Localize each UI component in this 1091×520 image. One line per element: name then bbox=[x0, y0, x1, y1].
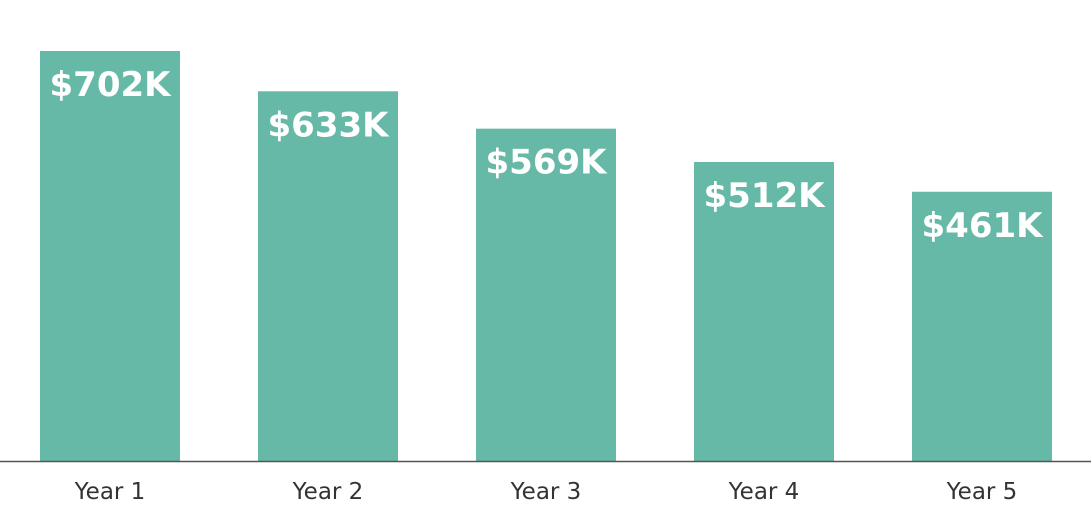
bar-value-label-2: $633K bbox=[268, 105, 391, 145]
bar-1 bbox=[40, 51, 180, 461]
bar-5 bbox=[912, 191, 1052, 461]
bar-value-label-4: $512K bbox=[704, 176, 827, 216]
x-tick-label-4: Year 4 bbox=[728, 479, 800, 505]
bar-value-label-1: $702K bbox=[50, 65, 173, 105]
bar-4 bbox=[694, 161, 834, 461]
bar-3 bbox=[476, 128, 616, 461]
bar-value-label-3: $569K bbox=[486, 143, 609, 183]
x-tick-label-5: Year 5 bbox=[946, 479, 1018, 505]
bar-2 bbox=[258, 91, 398, 462]
x-tick-label-2: Year 2 bbox=[292, 479, 364, 505]
bar-value-label-5: $461K bbox=[922, 206, 1045, 246]
value-labels-layer: $702K $633K $569K $512K $461K bbox=[50, 65, 1045, 246]
x-tick-label-3: Year 3 bbox=[510, 479, 582, 505]
x-tick-labels-layer: Year 1 Year 2 Year 3 Year 4 Year 5 bbox=[74, 479, 1018, 505]
bars-layer bbox=[40, 51, 1052, 462]
x-tick-label-1: Year 1 bbox=[74, 479, 146, 505]
